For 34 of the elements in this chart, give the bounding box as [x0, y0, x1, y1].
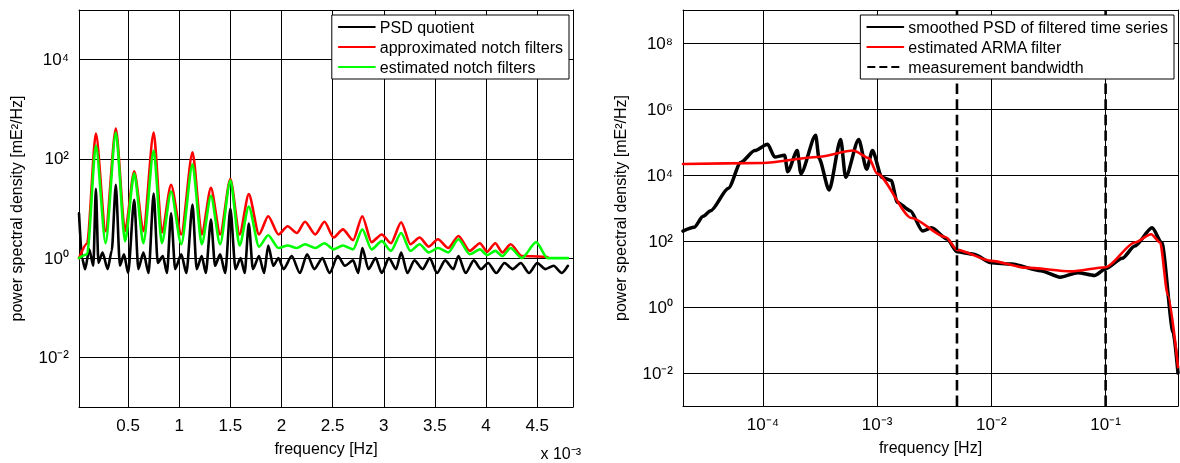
- x-tick-label: 10⁻⁴: [746, 415, 779, 434]
- x-axis-title: frequency [Hz]: [274, 439, 378, 457]
- legend-label: PSD quotient: [379, 18, 475, 36]
- x-tick-label: 3.5: [423, 416, 447, 435]
- y-tick-label: 10⁶: [647, 99, 673, 119]
- x-axis-title: frequency [Hz]: [878, 438, 983, 456]
- y-tick-label: 10⁻²: [642, 363, 674, 383]
- x-tick-label: 2: [276, 416, 287, 435]
- ref-line-label: measurement bandwidth: [908, 58, 1084, 76]
- x-tick-label: 2.5: [320, 416, 345, 435]
- y-axis-title: power spectral density [mE²/Hz]: [7, 95, 25, 322]
- x-tick-label: 4.5: [525, 416, 550, 435]
- y-axis-title: power spectral density [mE²/Hz]: [611, 95, 629, 321]
- y-tick-label: 10²: [44, 149, 70, 169]
- x-tick-label: 10⁻²: [976, 415, 1007, 434]
- legend-label: approximated notch filters: [379, 38, 563, 56]
- y-tick-label: 10⁴: [42, 50, 69, 70]
- x-tick-label: 3: [379, 416, 389, 435]
- y-tick-label: 10⁴: [646, 165, 673, 185]
- text: x 10⁻³: [540, 444, 582, 462]
- x-tick-label: 0.5: [116, 416, 140, 435]
- y-tick-label: 10⁰: [648, 297, 673, 317]
- x-tick-label: 1.5: [218, 416, 243, 435]
- legend-label: estimated ARMA filter: [908, 38, 1062, 56]
- y-tick-label: 10⁰: [44, 248, 69, 268]
- y-tick-label: 10⁻²: [38, 347, 70, 367]
- legend-label: smoothed PSD of filtered time series: [908, 18, 1169, 36]
- x-tick-label: 10⁻³: [861, 415, 893, 434]
- y-tick-label: 10²: [648, 231, 674, 251]
- x-tick-label: 1: [174, 416, 184, 435]
- legend-label: estimated notch filters: [379, 58, 536, 76]
- x-tick-label: 10⁻¹: [1090, 415, 1122, 434]
- y-tick-label: 10⁸: [646, 33, 673, 53]
- x-tick-label: 4: [481, 416, 491, 435]
